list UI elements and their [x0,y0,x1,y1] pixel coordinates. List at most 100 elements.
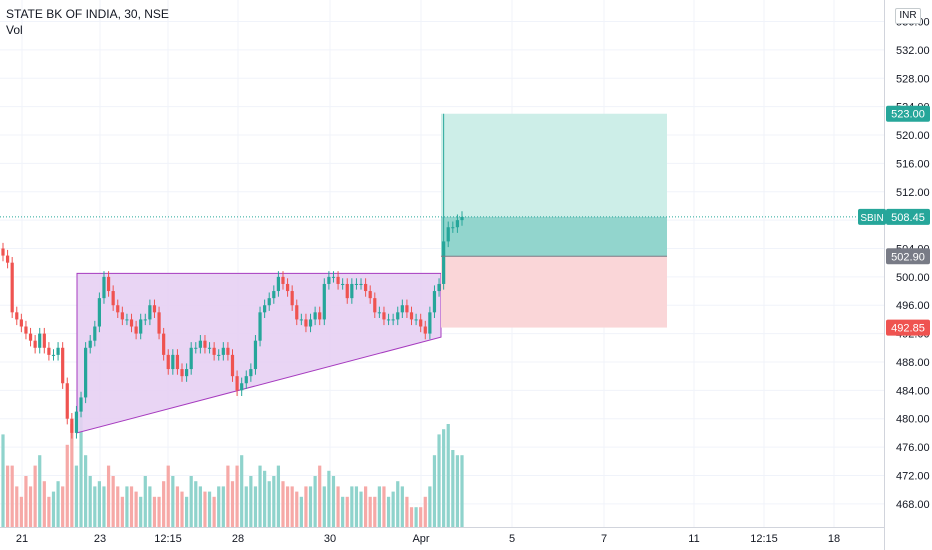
candle-body [428,312,432,334]
volume-bar [79,413,83,528]
candle-body [79,397,83,412]
volume-label: Vol [6,23,23,37]
volume-bar [65,444,69,528]
candle-body [341,283,345,285]
volume-bar [120,496,124,528]
symbol-tag-text: SBIN [860,213,883,224]
candle-body [102,276,106,299]
volume-bar [428,486,432,528]
volume-bar [217,486,221,528]
candle-body [345,283,349,299]
candle-body [396,312,400,320]
volume-bar [139,496,143,528]
candle-body [299,319,303,321]
price-tick-label: 480.00 [896,414,930,426]
candle-body [400,305,404,313]
time-tick-label: 7 [601,533,607,545]
candle-body [10,262,14,313]
stop-loss-zone[interactable] [441,256,667,328]
time-tick-label: 11 [688,533,699,545]
candle-body [134,326,138,334]
entry-price-tag-text: 502.90 [891,251,925,263]
volume-bar [350,486,354,528]
volume-bar [258,465,262,528]
last-price-tag: 508.45 [886,208,930,225]
time-tick-label: Apr [412,533,429,545]
candle-body [28,333,33,341]
candle-body [207,347,212,349]
candle-body [295,305,299,320]
price-tick-label: 468.00 [896,499,930,511]
candle-body [308,319,313,327]
volume-bar [304,486,308,528]
candle-body [419,319,423,327]
volume-bar [93,486,97,528]
volume-bar [281,481,285,528]
candle-body [460,216,464,221]
candle-body [61,347,65,384]
volume-bar [15,486,19,528]
target-price-tag: 523.00 [886,105,930,122]
price-tick-label: 496.00 [896,300,930,312]
volume-bar [396,481,400,528]
stop-price-tag-bg [886,319,930,336]
volume-bar [313,476,317,528]
volume-bar [336,486,340,528]
volume-bar [116,486,120,528]
volume-bar [446,424,450,528]
volume-bar [249,476,253,528]
candle-body [88,340,92,348]
volume-bar [299,496,303,528]
volume-bar [129,486,134,528]
candle-body [74,411,79,433]
volume-bar [184,496,189,528]
volume-bar [386,496,391,528]
last-price-tag-text: 508.45 [891,212,925,224]
volume-bar [125,486,129,528]
volume-bar [198,486,202,528]
volume-bar [432,455,437,528]
time-tick-label: 12:15 [154,533,182,545]
candle-body [382,312,386,320]
candle-body [377,312,381,314]
price-axis-background[interactable] [884,0,932,550]
volume-bar [442,429,446,528]
candle-body [226,347,230,355]
candle-body [318,312,322,320]
volume-bar [166,465,170,528]
candle-body [290,291,294,306]
volume-bar [377,486,381,528]
target-price-tag-bg [886,105,930,122]
candle-body [322,283,326,320]
price-axis-ticks: 468.00472.00476.00480.00484.00488.00492.… [896,17,930,511]
volume-bar [33,465,37,528]
price-tick-label: 472.00 [896,470,930,482]
profit-target-zone[interactable] [441,113,667,257]
volume-bar [148,486,152,528]
volume-bar [285,486,290,528]
time-tick-label: 12:15 [750,533,778,545]
volume-bar [414,507,418,528]
candle-body [19,319,23,327]
candle-body [47,347,51,355]
volume-bar [460,455,464,528]
time-tick-label: 23 [94,533,106,545]
volume-bar [84,455,88,528]
volume-bar [322,486,326,528]
volume-bar [42,481,46,528]
candle-body [116,305,120,313]
currency-button[interactable]: INR [895,8,921,24]
volume-bar [111,476,115,528]
candle-body [414,319,418,321]
volume-bar [276,465,281,528]
volume-bar [253,486,258,528]
ascending-triangle-pattern[interactable] [76,272,442,434]
candle-body [386,319,391,321]
candle-body [212,347,216,355]
candle-body [263,305,267,313]
candle-body [148,305,152,320]
candle-body [143,319,147,321]
volume-bar [51,491,56,528]
volume-bars [1,413,464,528]
